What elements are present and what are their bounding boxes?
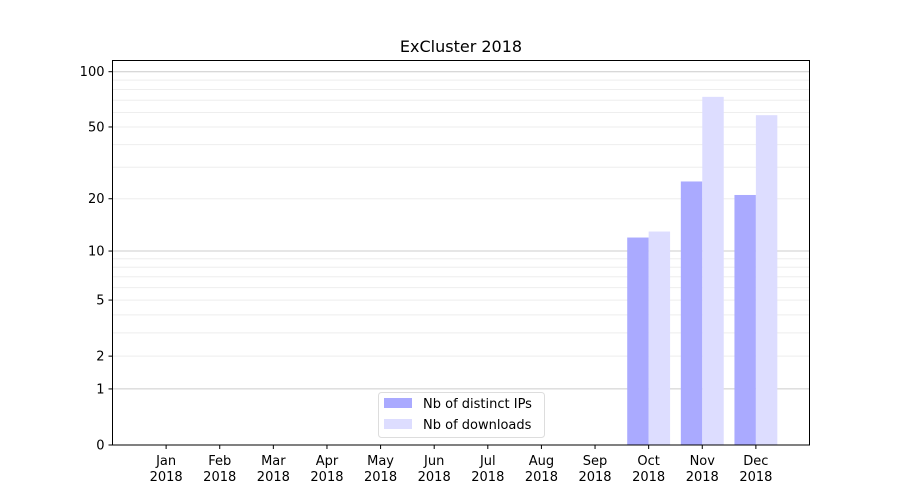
bar-distinct-ips <box>627 237 649 445</box>
chart-title: ExCluster 2018 <box>400 37 522 56</box>
bar-downloads <box>648 231 671 445</box>
x-tick-label: Jun 2018 <box>418 454 451 485</box>
bar-downloads <box>702 96 724 446</box>
y-tick-label: 10 <box>88 245 105 260</box>
y-tick-label: 20 <box>88 192 105 207</box>
x-tick-label: Mar 2018 <box>257 454 290 485</box>
legend-box <box>378 392 545 438</box>
x-tick-label: Jan 2018 <box>150 454 183 485</box>
x-tick-label: Sep 2018 <box>578 454 611 485</box>
x-tick-label: Dec 2018 <box>739 454 772 485</box>
y-tick-label: 2 <box>96 350 104 365</box>
x-tick-label: Jul 2018 <box>471 454 504 485</box>
y-tick-label: 5 <box>96 294 104 309</box>
axes-frame <box>112 60 810 446</box>
y-tick-label: 1 <box>96 382 104 397</box>
bar-distinct-ips <box>734 194 756 445</box>
legend-swatch <box>384 419 412 429</box>
x-tick-label: Nov 2018 <box>686 454 719 485</box>
y-tick-label: 50 <box>88 120 105 135</box>
x-tick-label: Aug 2018 <box>525 454 558 485</box>
legend: Nb of distinct IPs Nb of downloads <box>378 392 545 438</box>
x-tick-label: Apr 2018 <box>310 454 343 485</box>
y-tick-label: 100 <box>80 65 105 80</box>
legend-label: Nb of downloads <box>423 418 532 433</box>
y-tick-label: 0 <box>96 439 104 454</box>
x-tick-label: May 2018 <box>364 454 397 485</box>
bar-distinct-ips <box>680 181 703 445</box>
bar-downloads <box>755 115 778 446</box>
x-tick-label: Feb 2018 <box>203 454 236 485</box>
legend-swatch <box>384 398 412 408</box>
x-tick-label: Oct 2018 <box>632 454 665 485</box>
legend-label: Nb of distinct IPs <box>423 397 532 412</box>
